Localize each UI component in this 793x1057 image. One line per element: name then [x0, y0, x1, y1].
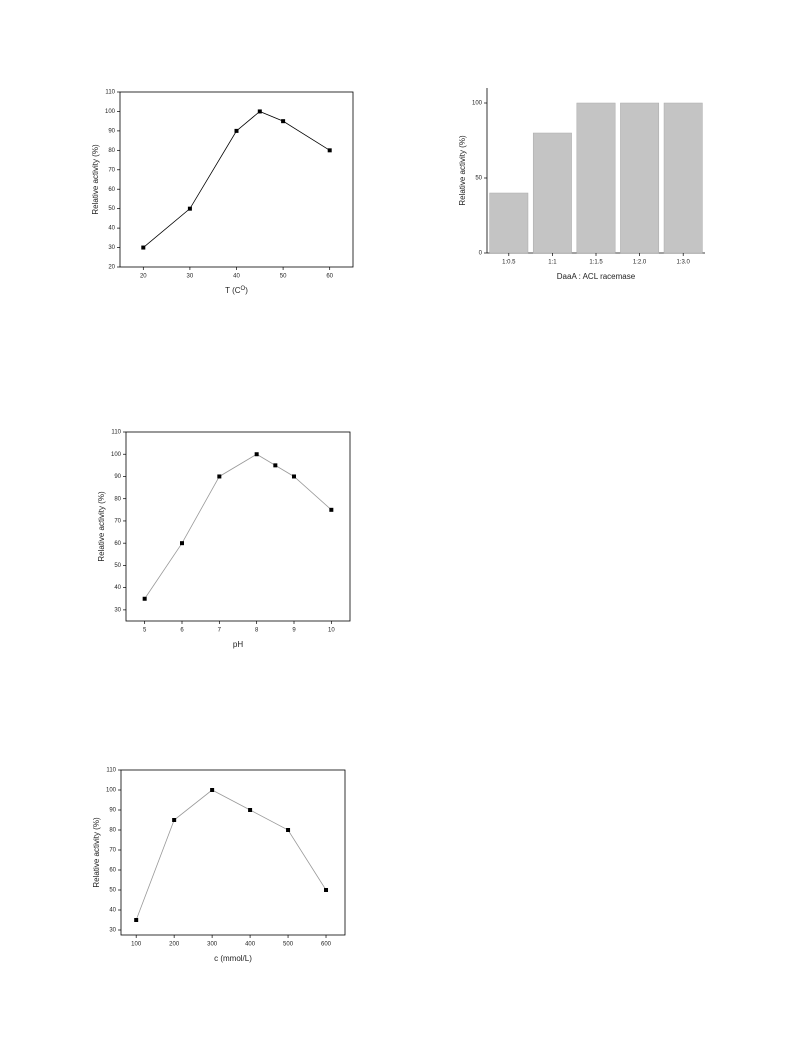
- y-tick-label: 80: [108, 148, 115, 154]
- x-tick-label: 100: [131, 942, 142, 948]
- data-line: [143, 110, 330, 248]
- y-tick-label: 60: [114, 541, 121, 547]
- y-tick-label: 50: [108, 206, 115, 212]
- y-tick-label: 110: [105, 90, 115, 96]
- x-axis-label-part: T (C: [225, 286, 241, 295]
- bar: [663, 102, 703, 254]
- x-tick-label: 600: [321, 942, 332, 948]
- y-tick-label: 30: [114, 607, 121, 613]
- bar: [620, 102, 660, 254]
- x-axis-label: pH: [233, 640, 243, 649]
- data-point: [286, 828, 291, 832]
- y-tick-label: 110: [111, 430, 121, 436]
- y-axis-label: Relative activity (%): [92, 817, 101, 888]
- plot-frame: [125, 431, 351, 622]
- y-tick-label: 110: [106, 768, 116, 774]
- x-axis-label-part: ): [245, 286, 248, 295]
- x-tick-label: 7: [218, 628, 222, 634]
- y-tick-label: 70: [108, 167, 115, 173]
- y-tick-label: 0: [479, 251, 483, 257]
- data-point: [134, 918, 139, 922]
- x-tick-label: 1:3.0: [677, 260, 691, 266]
- y-tick-label: 90: [108, 128, 115, 134]
- data-point: [172, 818, 177, 822]
- data-point: [292, 474, 296, 479]
- bar: [576, 102, 616, 254]
- x-tick-label: 30: [187, 274, 194, 280]
- data-point: [324, 888, 329, 892]
- data-point: [180, 541, 184, 546]
- y-tick-label: 50: [109, 888, 116, 894]
- x-tick-label: 10: [328, 628, 335, 634]
- data-point: [141, 245, 146, 250]
- x-axis-label: c (mmol/L): [214, 954, 252, 963]
- y-tick-label: 100: [105, 109, 116, 115]
- data-point: [329, 507, 334, 512]
- y-tick-label: 50: [114, 563, 121, 569]
- x-tick-label: 5: [143, 628, 147, 634]
- data-point: [327, 148, 332, 153]
- bar: [489, 192, 529, 254]
- y-axis-label: Relative activity (%): [91, 144, 100, 215]
- x-axis-label: DaaA : ACL racemase: [557, 272, 636, 281]
- x-tick-label: 1:2.0: [633, 260, 647, 266]
- bar: [532, 132, 572, 254]
- x-tick-label: 300: [207, 942, 218, 948]
- data-point: [281, 119, 286, 124]
- data-point: [257, 109, 262, 114]
- x-axis-label-part: pH: [233, 640, 243, 649]
- x-tick-label: 200: [169, 942, 180, 948]
- data-line: [135, 789, 327, 921]
- x-tick-label: 60: [326, 274, 333, 280]
- x-tick-label: 1:1.5: [589, 260, 603, 266]
- x-tick-label: 500: [283, 942, 294, 948]
- data-line: [144, 453, 332, 599]
- data-point: [142, 596, 147, 601]
- y-tick-label: 30: [108, 245, 115, 251]
- y-tick-label: 50: [475, 176, 482, 182]
- data-point: [248, 808, 253, 812]
- y-tick-label: 80: [114, 496, 121, 502]
- data-point: [234, 128, 239, 133]
- y-tick-label: 40: [108, 226, 115, 232]
- y-tick-label: 90: [109, 808, 116, 814]
- y-tick-label: 40: [114, 585, 121, 591]
- data-point: [187, 206, 192, 211]
- y-tick-label: 90: [114, 474, 121, 480]
- x-tick-label: 9: [292, 628, 296, 634]
- y-tick-label: 100: [106, 788, 117, 794]
- x-tick-label: 50: [280, 274, 287, 280]
- y-axis-label: Relative activity (%): [97, 491, 106, 562]
- y-tick-label: 30: [109, 928, 116, 934]
- x-tick-label: 40: [233, 274, 240, 280]
- y-tick-label: 20: [108, 265, 115, 271]
- y-axis-label: Relative activity (%): [458, 135, 467, 206]
- data-point: [210, 788, 215, 792]
- y-tick-label: 100: [472, 101, 483, 107]
- y-tick-label: 100: [111, 452, 122, 458]
- data-point: [273, 463, 278, 468]
- x-tick-label: 8: [255, 628, 259, 634]
- y-tick-label: 70: [114, 519, 121, 525]
- x-tick-label: 20: [140, 274, 147, 280]
- y-tick-label: 60: [109, 868, 116, 874]
- x-axis-label-part: O: [241, 286, 246, 292]
- data-point: [217, 474, 222, 479]
- y-tick-label: 40: [109, 908, 116, 914]
- plot-frame: [120, 769, 346, 936]
- x-axis-label: T (CO): [225, 286, 248, 296]
- plot-frame: [119, 91, 354, 268]
- x-tick-label: 400: [245, 942, 256, 948]
- x-tick-label: 1:0.5: [502, 260, 516, 266]
- y-tick-label: 70: [109, 848, 116, 854]
- y-tick-label: 60: [108, 187, 115, 193]
- data-point: [254, 452, 259, 457]
- x-axis-label-part: c (mmol/L): [214, 954, 252, 963]
- x-axis-label-part: DaaA : ACL racemase: [557, 272, 636, 281]
- y-tick-label: 80: [109, 828, 116, 834]
- x-tick-label: 1:1: [548, 260, 557, 266]
- x-tick-label: 6: [180, 628, 184, 634]
